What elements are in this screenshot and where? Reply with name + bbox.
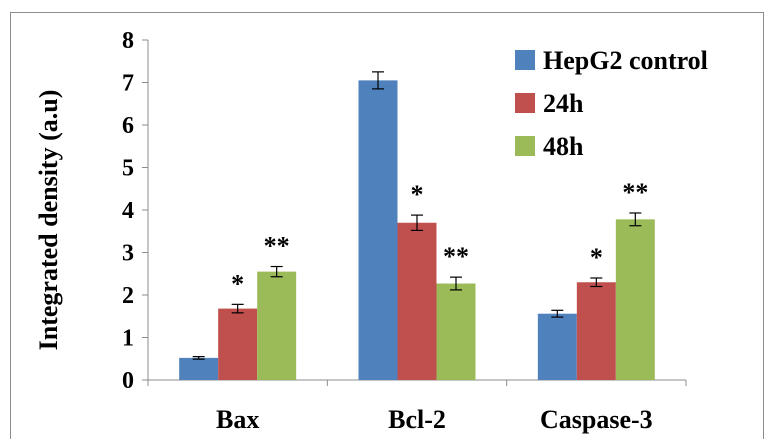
y-tick-label: 1: [122, 326, 134, 352]
x-category-label: Bax: [216, 405, 259, 434]
significance-label: *: [411, 180, 424, 209]
bar: [358, 80, 398, 380]
significance-label: **: [622, 178, 648, 207]
bar: [615, 219, 655, 380]
legend-label: 24h: [543, 89, 584, 118]
y-tick-label: 5: [122, 156, 134, 182]
y-tick-labels: 0 1 2 3 4 5 6 7 8: [122, 28, 134, 394]
significance-label: *: [231, 269, 244, 298]
bar: [218, 308, 258, 380]
legend-swatch: [515, 93, 535, 113]
x-category-label: Caspase-3: [540, 405, 653, 434]
x-category-labels: Bax Bcl-2 Caspase-3: [216, 405, 653, 434]
legend-label: 48h: [543, 132, 584, 161]
y-tick-label: 7: [122, 71, 134, 97]
significance-label: **: [264, 232, 290, 261]
bars: ****** ***: [179, 71, 655, 380]
bar: [576, 282, 616, 380]
bar: [397, 222, 437, 380]
y-tick-label: 4: [122, 198, 134, 224]
legend-label: HepG2 control: [543, 46, 708, 75]
y-tick-label: 6: [122, 113, 134, 139]
legend: HepG2 control 24h 48h: [515, 46, 708, 161]
bar: [537, 313, 577, 380]
y-tick-label: 2: [122, 283, 134, 309]
bar: [436, 283, 476, 380]
x-category-label: Bcl-2: [388, 405, 446, 434]
legend-swatch: [515, 50, 535, 70]
y-tick-label: 0: [122, 368, 134, 394]
significance-label: *: [590, 243, 603, 272]
y-axis-title: Integrated density (a.u): [34, 90, 63, 351]
bar: [179, 357, 219, 380]
significance-label: **: [443, 242, 469, 271]
bar: [257, 271, 297, 380]
y-tick-label: 8: [122, 28, 134, 54]
legend-swatch: [515, 136, 535, 156]
y-tick-label: 3: [122, 241, 134, 267]
